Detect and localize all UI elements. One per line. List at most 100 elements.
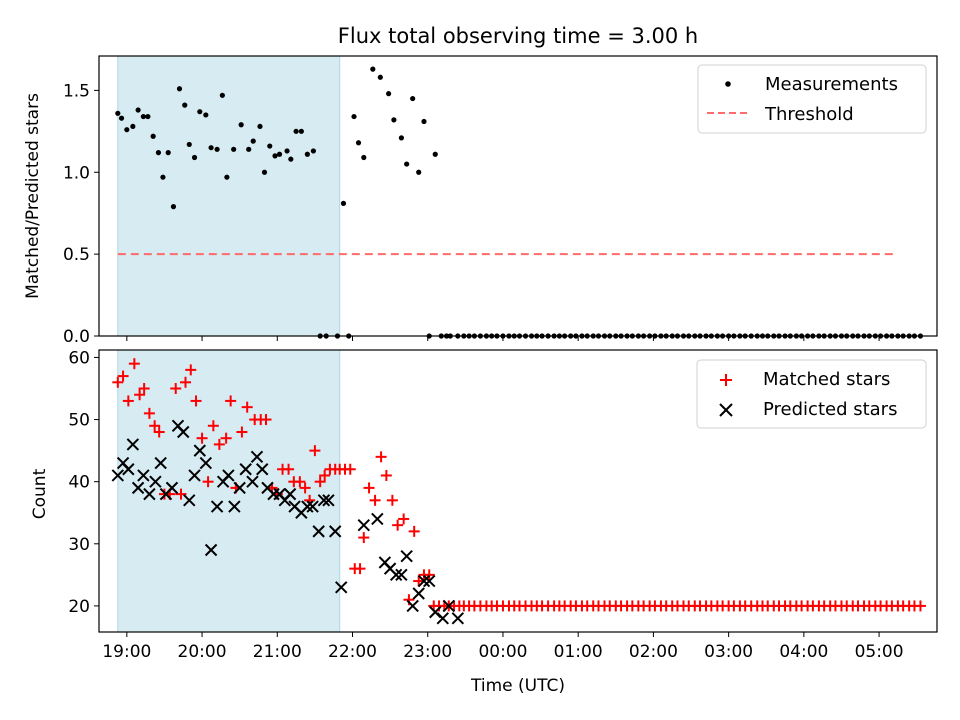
y-tick-label: 60 bbox=[68, 348, 90, 368]
measurement-point bbox=[197, 109, 203, 115]
y-tick-label: 1.0 bbox=[63, 163, 90, 183]
predicted-star-point bbox=[317, 494, 331, 507]
legend-matched-label: Matched stars bbox=[763, 369, 890, 390]
measurement-point bbox=[310, 148, 316, 154]
measurement-point bbox=[361, 154, 367, 161]
measurement-point bbox=[219, 92, 225, 98]
measurement-point bbox=[224, 174, 230, 180]
matched-star-point bbox=[392, 519, 404, 531]
measurement-point bbox=[246, 146, 252, 152]
legend-predicted-label: Predicted stars bbox=[763, 399, 897, 420]
measurement-point bbox=[238, 122, 244, 128]
shaded-span bbox=[117, 55, 341, 337]
predicted-star-point bbox=[406, 599, 419, 613]
predicted-star-point bbox=[442, 599, 456, 613]
predicted-star-point bbox=[389, 568, 403, 582]
legend-matched-marker bbox=[720, 374, 732, 386]
matched-star-point bbox=[207, 420, 219, 432]
observing-window-span bbox=[117, 55, 341, 337]
predicted-star-point bbox=[177, 425, 190, 439]
predicted-star-point bbox=[137, 469, 150, 482]
measurement-point bbox=[276, 151, 283, 157]
legend-measurements-label: Measurements bbox=[765, 74, 898, 95]
y-tick-label: 30 bbox=[68, 535, 90, 555]
predicted-star-point bbox=[306, 500, 319, 513]
measurement-point bbox=[186, 141, 192, 148]
x-tick-label: 04:00 bbox=[779, 642, 828, 662]
predicted-star-point bbox=[328, 525, 342, 538]
predicted-star-point bbox=[193, 444, 207, 457]
predicted-star-point bbox=[335, 581, 348, 594]
measurement-point bbox=[145, 113, 151, 120]
measurement-point bbox=[155, 150, 162, 156]
top-legend: Measurements Threshold bbox=[697, 64, 927, 134]
x-tick-label: 03:00 bbox=[704, 642, 753, 662]
measurement-point bbox=[124, 127, 130, 133]
matched-star-point bbox=[363, 482, 375, 494]
measurement-point bbox=[208, 145, 214, 151]
predicted-star-point bbox=[283, 487, 297, 501]
predicted-star-point bbox=[312, 525, 325, 538]
measurement-point bbox=[432, 151, 438, 157]
matched-star-point bbox=[408, 525, 420, 537]
predicted-star-point bbox=[131, 481, 145, 495]
bottom-x-axis-ticks: 19:00 20:00 21:00 22:00 23:00 00:00 01:00 02:00… bbox=[102, 632, 904, 662]
y-tick-label: 50 bbox=[68, 411, 90, 431]
chart-title: Flux total observing time = 3.00 h bbox=[338, 24, 698, 48]
predicted-star-point bbox=[417, 574, 431, 588]
observing-window-span-bottom bbox=[117, 349, 341, 633]
legend-predicted-marker bbox=[719, 403, 733, 417]
measurement-point bbox=[214, 146, 220, 152]
bottom-y-axis-label: Count bbox=[30, 468, 50, 519]
matched-star-point bbox=[220, 432, 232, 444]
x-tick-label: 23:00 bbox=[403, 642, 452, 662]
predicted-star-point bbox=[149, 475, 162, 488]
measurement-point bbox=[150, 133, 156, 139]
matched-star-point bbox=[314, 476, 326, 488]
y-tick-label: 0.0 bbox=[63, 327, 90, 347]
matched-star-point bbox=[180, 376, 192, 388]
predicted-star-point bbox=[451, 612, 465, 625]
measurement-point bbox=[160, 174, 166, 180]
top-x-axis-ticks bbox=[126, 336, 880, 341]
predicted-star-point bbox=[246, 475, 259, 488]
measurement-point bbox=[203, 112, 209, 118]
predicted-star-point bbox=[239, 463, 252, 476]
predicted-star-point bbox=[111, 469, 125, 482]
bottom-y-axis-ticks: 20 30 40 50 60 bbox=[68, 348, 99, 617]
top-y-axis-ticks: 0.0 0.5 1.0 1.5 bbox=[63, 81, 99, 347]
matched-star-point bbox=[375, 451, 387, 463]
predicted-stars-points bbox=[111, 419, 465, 625]
measurement-point bbox=[130, 123, 136, 130]
predicted-star-point bbox=[357, 518, 370, 532]
y-tick-label: 40 bbox=[68, 473, 90, 493]
predicted-star-point bbox=[301, 500, 314, 513]
legend-measurements-marker bbox=[725, 81, 731, 87]
matched-star-point bbox=[149, 420, 161, 432]
matched-star-point bbox=[914, 600, 926, 612]
predicted-star-point bbox=[412, 587, 425, 600]
matched-star-point bbox=[299, 482, 311, 494]
matched-star-point bbox=[386, 494, 398, 506]
matched-stars-points bbox=[112, 358, 926, 612]
measurement-point bbox=[165, 150, 171, 156]
matched-star-point bbox=[138, 383, 150, 395]
x-tick-label: 00:00 bbox=[478, 642, 527, 662]
top-legend-box bbox=[697, 64, 927, 134]
x-tick-label: 05:00 bbox=[855, 642, 904, 662]
matched-star-point bbox=[236, 426, 248, 438]
matched-star-point bbox=[398, 513, 410, 525]
matched-star-point bbox=[354, 563, 366, 575]
measurement-point bbox=[421, 118, 427, 125]
top-axes-frame bbox=[98, 55, 938, 337]
measurement-point bbox=[115, 110, 121, 116]
measurement-point bbox=[272, 153, 278, 159]
measurement-point bbox=[261, 169, 268, 175]
legend-threshold-label: Threshold bbox=[764, 104, 854, 125]
matched-star-point bbox=[153, 426, 165, 438]
predicted-star-point bbox=[395, 568, 408, 582]
measurement-point bbox=[191, 154, 198, 161]
measurement-point bbox=[250, 138, 256, 144]
matched-star-point bbox=[143, 407, 155, 419]
